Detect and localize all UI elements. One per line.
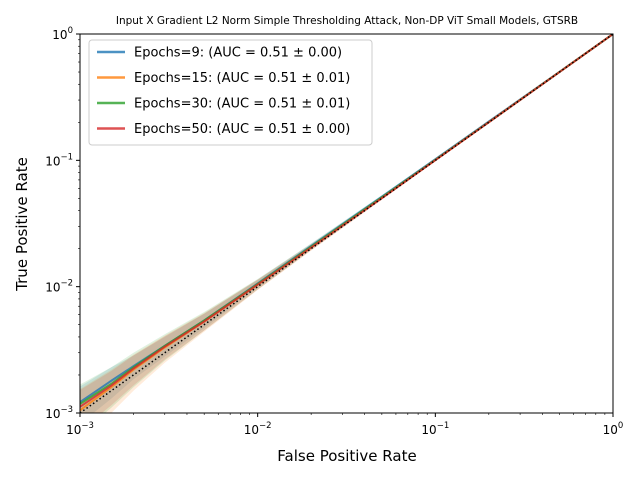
legend-label-3: Epochs=30: (AUC = 0.51 ± 0.01) xyxy=(134,97,350,112)
legend-label-1: Epochs=9: (AUC = 0.51 ± 0.00) xyxy=(134,46,342,61)
y-axis-label: True Positive Rate xyxy=(13,157,31,292)
y-tick-label-1: 10−3 xyxy=(45,405,73,421)
legend-label-2: Epochs=15: (AUC = 0.51 ± 0.01) xyxy=(134,71,350,86)
x-axis-ticks: 10−3 10−2 10−1 100 xyxy=(66,413,623,437)
y-axis-ticks: 10−3 10−2 10−1 100 xyxy=(45,26,80,421)
legend-box xyxy=(88,39,373,146)
chance-line xyxy=(80,34,613,413)
x-tick-label-3: 10−1 xyxy=(421,421,449,437)
y-tick-label-3: 10−1 xyxy=(45,152,73,168)
x-tick-label-1: 10−3 xyxy=(66,421,94,437)
y-tick-label-2: 10−2 xyxy=(45,279,73,295)
legend-label-4: Epochs=50: (AUC = 0.51 ± 0.00) xyxy=(134,122,350,137)
chance-line-group xyxy=(80,34,613,413)
x-tick-label-2: 10−2 xyxy=(244,421,272,437)
plot-frame xyxy=(79,33,614,414)
legend: Epochs=9: (AUC = 0.51 ± 0.00) Epochs=15: … xyxy=(88,39,373,146)
x-axis-label: False Positive Rate xyxy=(277,447,416,465)
y-tick-label-4: 100 xyxy=(52,26,73,42)
chart-title: Input X Gradient L2 Norm Simple Threshol… xyxy=(116,15,578,27)
x-tick-label-4: 100 xyxy=(603,421,624,437)
